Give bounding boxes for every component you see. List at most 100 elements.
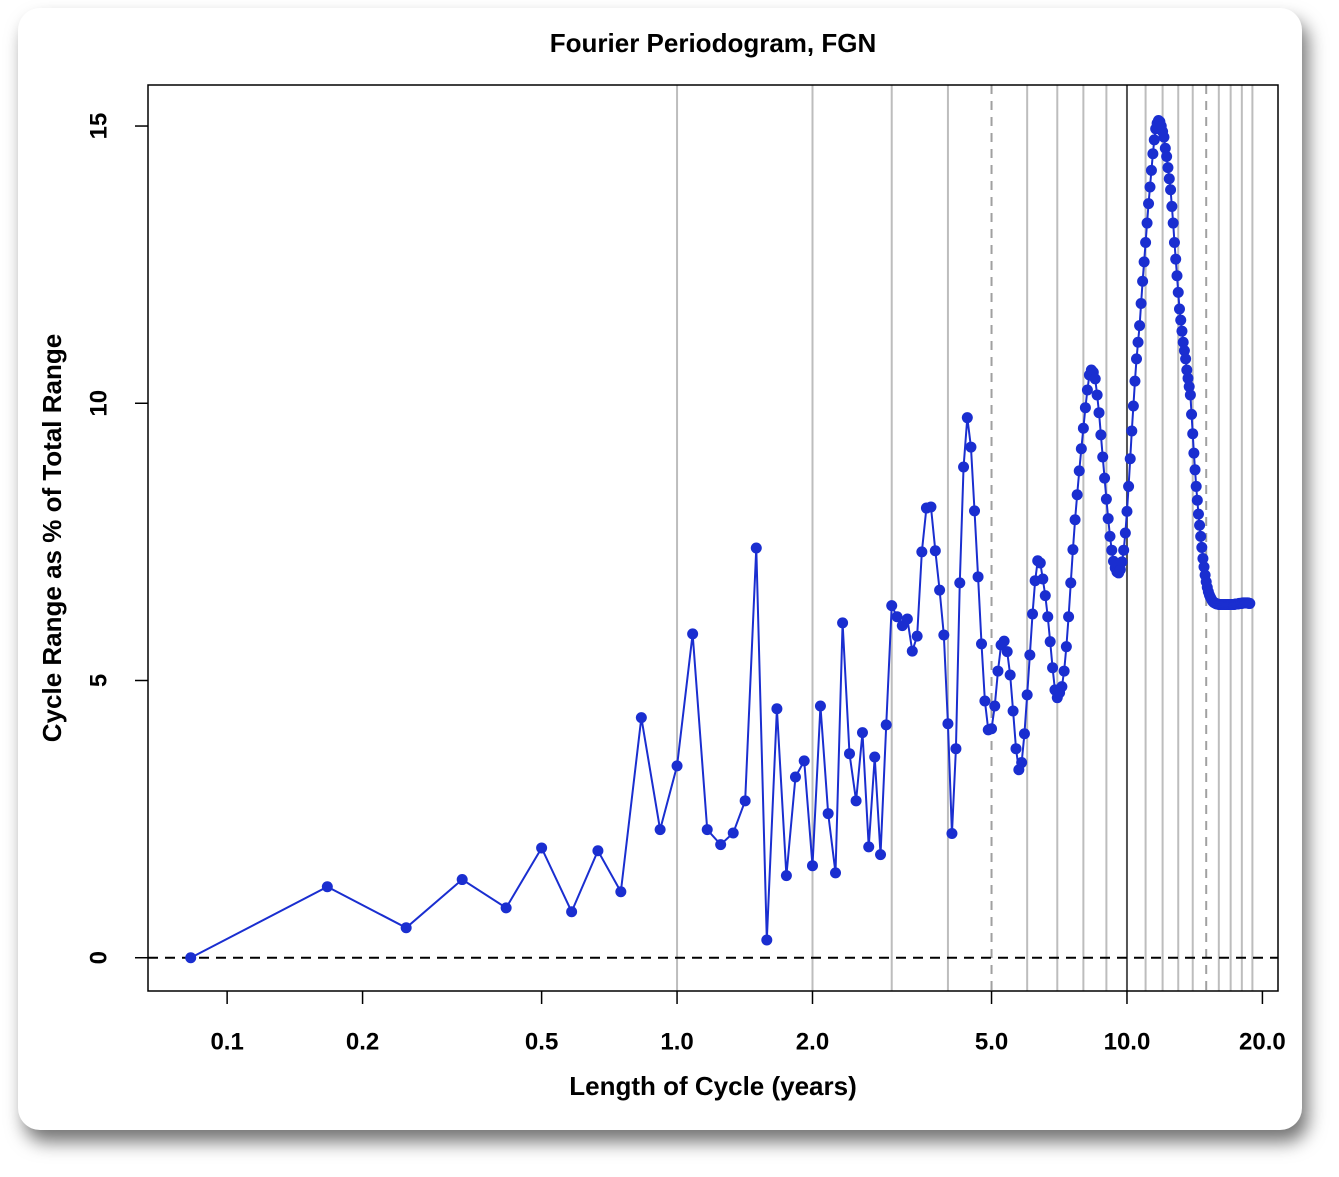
data-point xyxy=(969,505,981,517)
data-point xyxy=(1010,743,1022,755)
series-line xyxy=(190,118,1250,959)
data-point xyxy=(1095,429,1107,441)
data-point xyxy=(986,723,998,735)
data-point xyxy=(1175,314,1187,326)
data-point xyxy=(687,628,699,640)
data-point xyxy=(1138,256,1150,268)
data-point xyxy=(1189,464,1201,476)
data-point xyxy=(942,718,954,730)
y-tick-label: 15 xyxy=(85,113,112,140)
data-point xyxy=(1181,364,1193,376)
data-point xyxy=(1147,148,1159,160)
data-point xyxy=(856,727,868,739)
y-axis-label: Cycle Range as % of Total Range xyxy=(37,334,67,742)
data-point xyxy=(976,638,988,650)
chart-title: Fourier Periodogram, FGN xyxy=(550,28,877,58)
data-point xyxy=(1186,408,1198,420)
data-point xyxy=(1191,494,1203,506)
data-point xyxy=(654,824,666,836)
data-point xyxy=(500,902,512,914)
data-point xyxy=(727,827,739,839)
data-point xyxy=(1027,608,1039,620)
data-point xyxy=(1100,493,1112,505)
data-point xyxy=(185,952,197,964)
data-point xyxy=(1021,689,1033,701)
data-point xyxy=(886,600,898,612)
data-point xyxy=(1102,513,1114,525)
data-point xyxy=(869,751,881,763)
data-point xyxy=(814,700,826,712)
data-point xyxy=(938,629,950,641)
data-point xyxy=(566,906,578,918)
data-point xyxy=(1007,705,1019,717)
x-axis-label: Length of Cycle (years) xyxy=(569,1071,857,1101)
x-tick-label: 5.0 xyxy=(975,1028,1008,1055)
data-point xyxy=(1118,544,1130,556)
x-tick-label: 2.0 xyxy=(796,1028,829,1055)
data-point xyxy=(1034,557,1046,569)
y-tick-label: 5 xyxy=(85,674,112,687)
data-point xyxy=(1039,590,1051,602)
data-point xyxy=(1089,373,1101,385)
data-point xyxy=(946,828,958,840)
data-point xyxy=(1190,480,1202,492)
plot-frame xyxy=(147,84,1279,992)
data-point xyxy=(950,743,962,755)
data-point xyxy=(780,870,792,882)
data-point xyxy=(998,635,1010,647)
data-point xyxy=(934,584,946,596)
data-point xyxy=(456,874,468,886)
data-point xyxy=(992,665,1004,677)
x-tick-label: 0.5 xyxy=(525,1028,558,1055)
data-point xyxy=(1184,389,1196,401)
data-point xyxy=(1081,384,1093,396)
data-point xyxy=(1197,553,1209,565)
data-point xyxy=(1134,320,1146,332)
data-point xyxy=(1177,336,1189,348)
data-point xyxy=(1145,164,1157,176)
data-point xyxy=(1143,198,1155,210)
data-point xyxy=(1047,662,1059,674)
data-point xyxy=(1123,480,1135,492)
data-point xyxy=(1176,325,1188,337)
data-point xyxy=(771,703,783,715)
data-point xyxy=(1063,611,1075,623)
data-point xyxy=(761,934,773,946)
data-point xyxy=(1067,544,1079,556)
data-point xyxy=(1042,611,1054,623)
data-point xyxy=(1192,508,1204,520)
data-point xyxy=(822,808,834,820)
data-point xyxy=(715,839,727,851)
data-point xyxy=(1178,345,1190,357)
data-point xyxy=(1188,447,1200,459)
data-point xyxy=(1198,561,1210,573)
data-point xyxy=(671,760,683,772)
data-point xyxy=(1044,636,1056,648)
data-point xyxy=(1172,286,1184,298)
data-point xyxy=(739,795,751,807)
data-point xyxy=(911,630,923,642)
data-point xyxy=(989,700,1001,712)
data-point xyxy=(1091,389,1103,401)
data-point xyxy=(1024,649,1036,661)
data-point xyxy=(1037,573,1049,585)
data-point xyxy=(1097,451,1109,463)
data-point xyxy=(1099,472,1111,484)
data-point xyxy=(1060,641,1072,653)
data-point xyxy=(1127,400,1139,412)
marks xyxy=(185,114,1256,964)
data-point xyxy=(1124,453,1136,465)
data-point xyxy=(1140,236,1152,248)
x-tick-label: 0.2 xyxy=(346,1028,379,1055)
data-point xyxy=(844,748,856,760)
data-point xyxy=(1137,275,1149,287)
data-point xyxy=(837,617,849,629)
data-point xyxy=(701,824,713,836)
data-point xyxy=(1077,422,1089,434)
data-point xyxy=(1167,217,1179,229)
data-point xyxy=(1104,530,1116,542)
y-tick-label: 10 xyxy=(85,390,112,417)
data-point xyxy=(1187,428,1199,440)
data-point xyxy=(961,412,973,424)
